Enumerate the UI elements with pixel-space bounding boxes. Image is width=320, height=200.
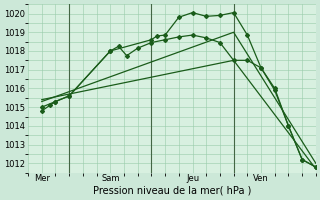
X-axis label: Pression niveau de la mer( hPa ): Pression niveau de la mer( hPa ) [93,186,251,196]
